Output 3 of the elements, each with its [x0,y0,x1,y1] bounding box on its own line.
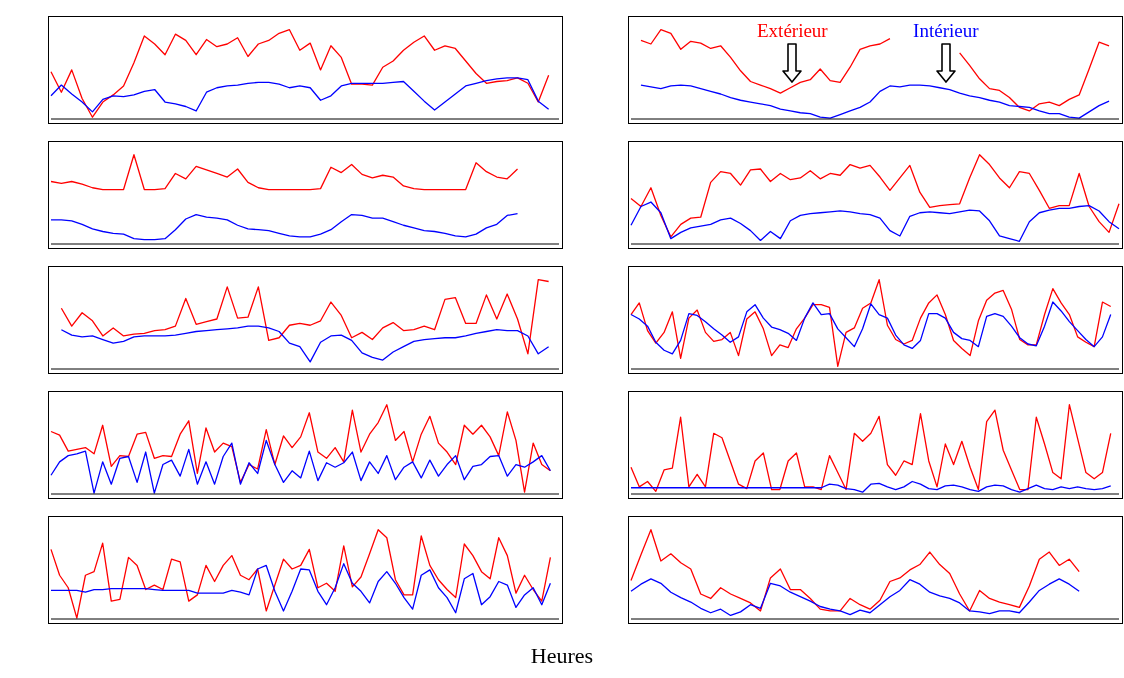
text: Intérieur [913,20,979,42]
series-label: Extérieur [757,20,828,42]
x-axis-title: Heures [529,643,595,669]
